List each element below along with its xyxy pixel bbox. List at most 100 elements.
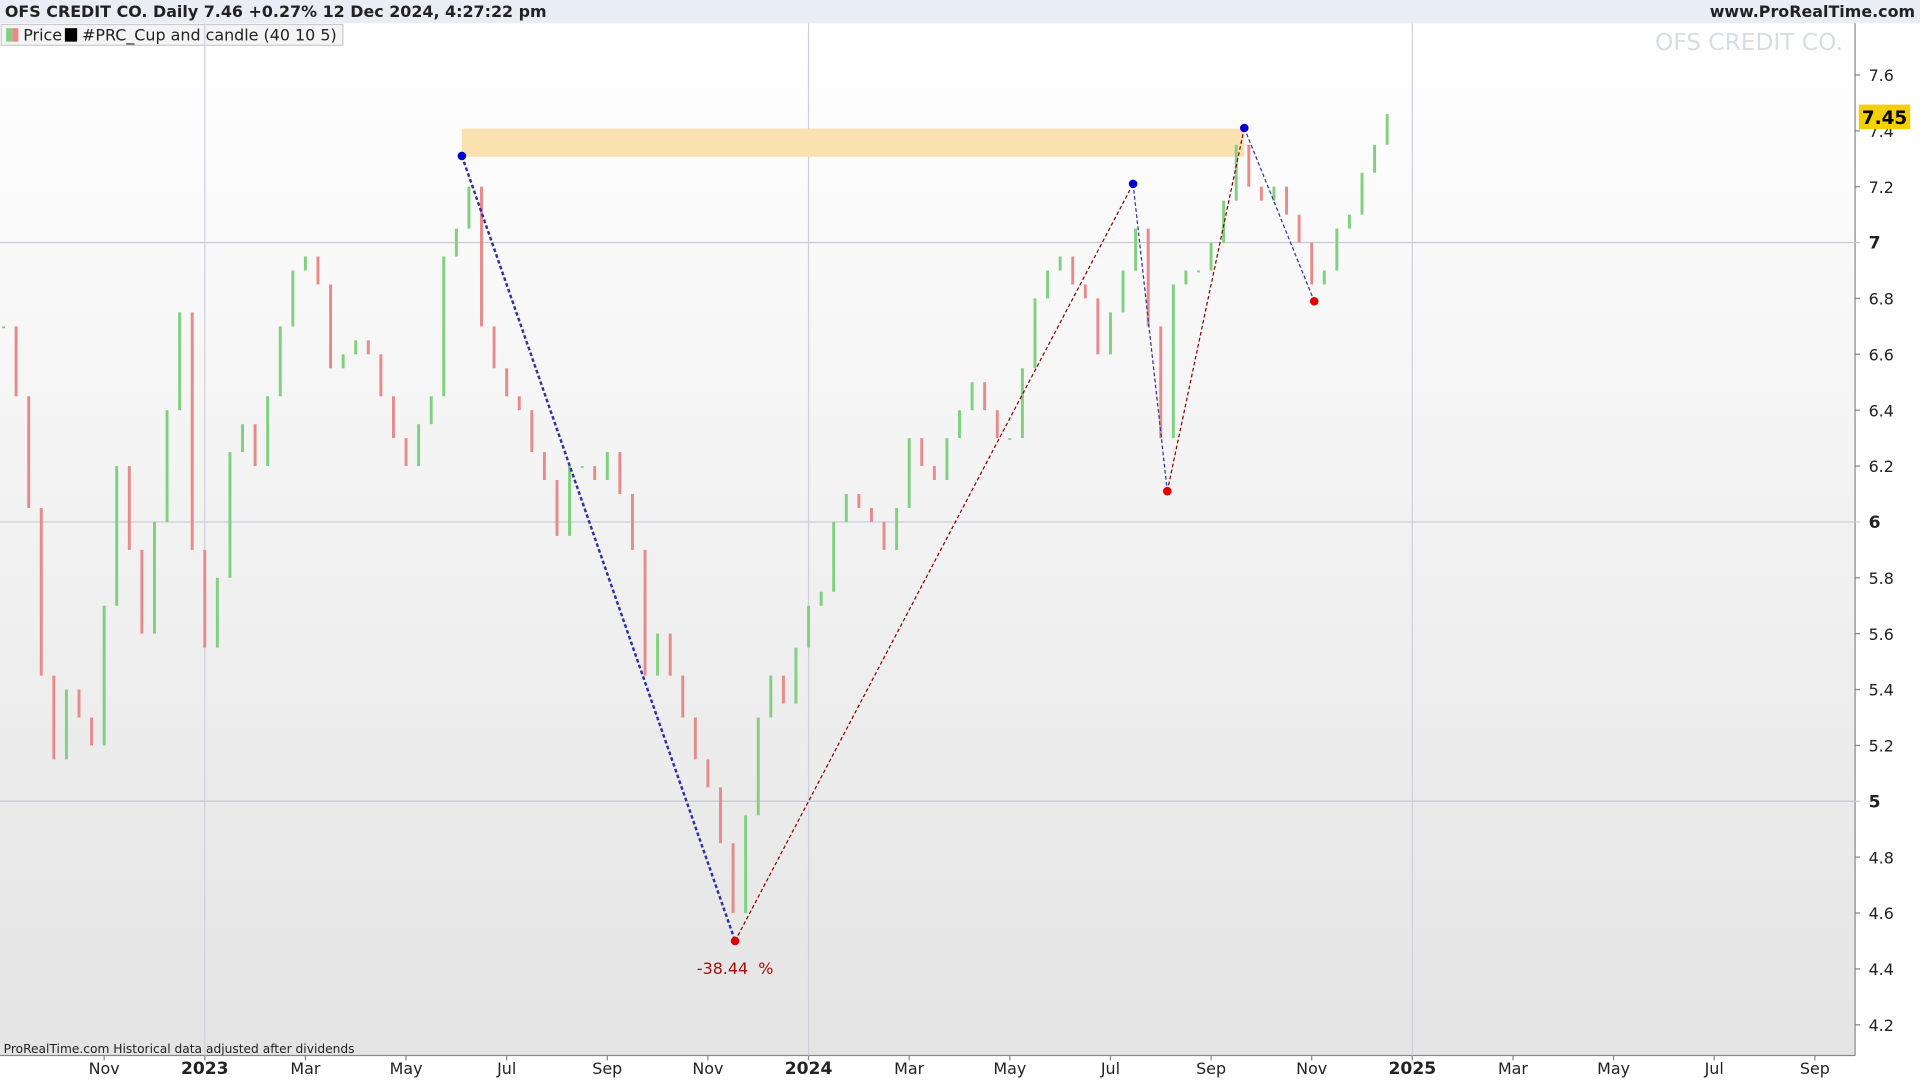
price-bar bbox=[1234, 144, 1238, 201]
price-bar bbox=[593, 466, 597, 481]
price-bar bbox=[165, 410, 169, 522]
price-bar bbox=[90, 717, 94, 746]
price-bar bbox=[970, 382, 974, 411]
price-bar bbox=[517, 396, 521, 411]
price-bar bbox=[152, 521, 156, 634]
price-tag-box bbox=[1858, 104, 1911, 130]
price-bar bbox=[266, 396, 270, 467]
pattern-point bbox=[1309, 296, 1319, 306]
price-bar bbox=[140, 549, 144, 634]
legend-item: Price bbox=[23, 25, 62, 44]
pattern-point bbox=[1128, 179, 1138, 189]
price-bar bbox=[706, 759, 710, 788]
x-tick-label: Mar bbox=[894, 1059, 924, 1078]
pattern-label: -38.44 % bbox=[697, 959, 774, 978]
price-bar bbox=[203, 549, 207, 648]
price-bar bbox=[542, 452, 546, 481]
price-bar bbox=[844, 493, 848, 522]
y-tick-label: 7.6 bbox=[1869, 66, 1894, 85]
price-bar bbox=[14, 326, 18, 397]
price-bar bbox=[1310, 242, 1314, 285]
pattern-leg bbox=[1166, 127, 1245, 492]
price-bar bbox=[668, 633, 672, 676]
y-tick-label: 7 bbox=[1869, 234, 1881, 254]
price-bar bbox=[2, 326, 5, 329]
price-bar bbox=[693, 717, 697, 760]
price-bar bbox=[39, 507, 43, 676]
pattern-point bbox=[457, 151, 467, 161]
x-tick-label: May bbox=[390, 1059, 423, 1078]
price-bar bbox=[127, 466, 131, 550]
x-tick-label: 2025 bbox=[1388, 1059, 1436, 1079]
price-bar bbox=[354, 340, 358, 355]
price-bar bbox=[1373, 144, 1377, 173]
y-tick-label: 6.2 bbox=[1869, 457, 1894, 476]
legend-item: #PRC_Cup and candle (40 10 5) bbox=[82, 25, 337, 45]
header-bar bbox=[0, 0, 1920, 24]
y-tick-label: 6.8 bbox=[1869, 290, 1894, 309]
price-bar bbox=[995, 410, 999, 439]
price-bar bbox=[505, 368, 509, 397]
price-bar bbox=[832, 521, 836, 592]
price-bar bbox=[895, 507, 899, 550]
price-bar bbox=[329, 284, 333, 369]
price-bar bbox=[1058, 256, 1062, 271]
x-tick-label: Jul bbox=[1704, 1059, 1724, 1078]
y-tick-label: 7.2 bbox=[1869, 178, 1894, 197]
price-bar bbox=[1096, 298, 1100, 355]
y-tick-label: 6 bbox=[1869, 513, 1881, 533]
price-bar bbox=[1159, 326, 1163, 439]
price-bar bbox=[555, 480, 559, 536]
price-bar bbox=[77, 689, 81, 718]
x-tick-label: Jul bbox=[1100, 1059, 1120, 1078]
price-bar bbox=[945, 438, 949, 481]
price-bar bbox=[756, 717, 760, 816]
price-bar bbox=[958, 410, 961, 439]
y-tick-label: 6.6 bbox=[1869, 345, 1894, 364]
price-bar bbox=[1285, 186, 1289, 215]
price-bar bbox=[530, 410, 534, 453]
pattern-leg bbox=[1243, 127, 1315, 302]
price-bar bbox=[1033, 298, 1037, 369]
price-bar bbox=[102, 605, 106, 746]
price-bar bbox=[215, 577, 219, 648]
x-tick-label: Sep bbox=[1800, 1059, 1830, 1078]
y-tick-label: 6.4 bbox=[1869, 401, 1894, 420]
price-bar bbox=[819, 591, 823, 606]
price-bar bbox=[605, 452, 609, 481]
x-tick-label: Nov bbox=[1296, 1059, 1327, 1078]
price-bar bbox=[781, 675, 785, 704]
y-tick-label: 4.4 bbox=[1869, 960, 1894, 979]
x-tick-label: Sep bbox=[1196, 1059, 1226, 1078]
price-bar bbox=[178, 312, 182, 411]
price-bar bbox=[115, 466, 119, 606]
price-bar bbox=[1335, 228, 1339, 271]
price-bar bbox=[656, 633, 660, 676]
price-bar bbox=[907, 438, 911, 508]
price-bar bbox=[1071, 256, 1075, 285]
price-bar bbox=[341, 354, 345, 369]
price-bar bbox=[882, 521, 886, 550]
price-bar bbox=[744, 815, 748, 914]
price-bar bbox=[1297, 214, 1301, 243]
price-bar bbox=[983, 382, 987, 411]
price-bar bbox=[618, 452, 622, 494]
price-bar bbox=[228, 452, 232, 578]
price-bar bbox=[807, 605, 811, 648]
pattern-leg bbox=[1132, 183, 1168, 492]
price-bar bbox=[1008, 438, 1012, 440]
price-bar bbox=[1259, 186, 1263, 201]
price-bar bbox=[278, 326, 282, 397]
footer-note: ProRealTime.com Historical data adjusted… bbox=[4, 1042, 355, 1056]
price-bar bbox=[1222, 200, 1226, 243]
x-tick-label: Nov bbox=[692, 1059, 723, 1078]
price-bar bbox=[869, 507, 873, 522]
x-tick-label: Mar bbox=[1498, 1059, 1528, 1078]
price-bar bbox=[454, 228, 458, 257]
y-tick-label: 5.2 bbox=[1869, 737, 1894, 756]
price-bar bbox=[1046, 270, 1050, 299]
price-bar bbox=[630, 493, 634, 550]
price-bar bbox=[253, 424, 257, 467]
price-bar bbox=[580, 466, 584, 468]
